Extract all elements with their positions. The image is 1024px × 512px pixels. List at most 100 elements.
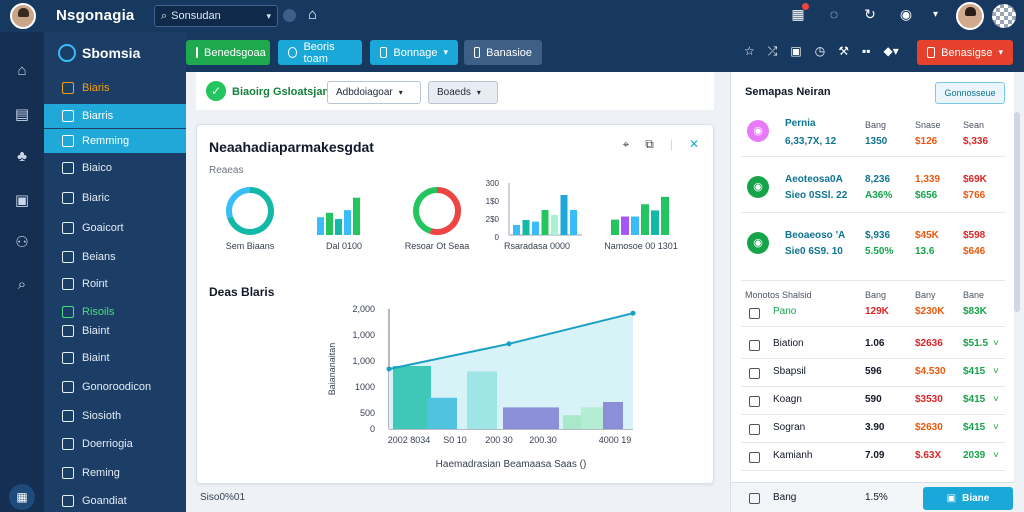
bar [317, 217, 324, 235]
home-icon[interactable]: ⌂ [308, 6, 318, 23]
table-row-name: Sbapsil [773, 366, 806, 377]
footer-checkbox[interactable] [749, 493, 760, 504]
sidebar-item[interactable]: Biaric [44, 186, 186, 210]
sidebar-item[interactable]: Biaris [44, 76, 186, 100]
nav-icon [62, 438, 74, 450]
search-icon: ⌕ [161, 9, 168, 22]
nav-icon [62, 325, 74, 337]
sidebar-item[interactable]: Risoils [44, 300, 186, 324]
sidebar-item[interactable]: Remming [44, 129, 186, 153]
bar [641, 204, 649, 235]
square-icon [380, 47, 388, 58]
sidebar-item-label: Beians [82, 251, 116, 263]
sidebar-item-label: Doerriogia [82, 438, 133, 450]
chevron-down-icon[interactable]: ▾ [932, 9, 938, 20]
sidebar-item[interactable]: Roint [44, 272, 186, 296]
chevron-down-icon: ▾ [476, 88, 481, 97]
row-sub: 6,33,7X, 12 [785, 136, 837, 147]
pie-slice [226, 187, 251, 219]
circle-icon [288, 47, 298, 58]
sidebar-item-label: Biaris [82, 82, 110, 94]
square-icon [927, 47, 936, 58]
bar [551, 215, 558, 235]
filter-select-1[interactable]: Adbdoiagoar ▾ [327, 81, 421, 104]
book-icon[interactable]: ▤ [14, 106, 30, 123]
scrollbar[interactable] [1014, 112, 1020, 312]
save-icon[interactable]: ▣ [790, 44, 802, 58]
sidebar-item[interactable]: Reming [44, 461, 186, 485]
chevron-down-icon[interactable]: ˅ [993, 450, 999, 461]
table-cell-c: $83K [963, 306, 987, 317]
sidebar-item-label: Remming [82, 135, 130, 147]
status-dot-icon[interactable] [283, 9, 296, 22]
row-checkbox[interactable] [749, 308, 760, 319]
copy-icon[interactable]: ⧉ [645, 137, 654, 151]
chevron-down-icon[interactable]: ˅ [993, 394, 999, 405]
sidebar-item[interactable]: Biaint [44, 319, 186, 343]
chat-icon[interactable]: ◌ [829, 6, 839, 22]
sidebar-item[interactable]: Biaint [44, 346, 186, 370]
sidebar-item[interactable]: Siosioth [44, 404, 186, 428]
sidebar-item[interactable]: Biarris [44, 104, 186, 128]
shuffle-icon[interactable]: ⤮ [767, 44, 778, 58]
sidebar-item[interactable]: Beians [44, 245, 186, 269]
toolbar-button-2-label: Beoris toam [303, 40, 335, 65]
sidebar-item[interactable]: Goandiat [44, 489, 186, 512]
row-checkbox[interactable] [749, 452, 760, 463]
row-checkbox[interactable] [749, 424, 760, 435]
home-icon[interactable]: ⌂ [17, 62, 27, 79]
star-icon[interactable]: ☆ [744, 44, 755, 58]
user-avatar[interactable] [956, 2, 984, 30]
pin-icon[interactable]: ⌖ [622, 137, 630, 151]
tree-icon[interactable]: ♣ [17, 148, 27, 165]
sidebar-item[interactable]: Biaico [44, 156, 186, 180]
network-icon[interactable]: ⚇ [15, 234, 29, 251]
search-dropdown[interactable]: ⌕ Sonsudan ▾ [154, 5, 278, 27]
square-icon [474, 47, 481, 58]
document-icon[interactable]: ▣ [14, 192, 30, 209]
close-icon[interactable]: ✕ [688, 137, 699, 151]
sidebar-item[interactable]: Gonoroodicon [44, 375, 186, 399]
search-icon[interactable]: ⌕ [17, 276, 27, 293]
row-checkbox[interactable] [749, 368, 760, 379]
chevron-down-icon[interactable]: ˅ [993, 338, 999, 349]
footer-button[interactable]: ▣ Biane [923, 487, 1013, 510]
y-tick-label: 1,000 [352, 330, 375, 340]
toolbar-button-1[interactable]: Benedsgoaa [186, 40, 270, 65]
table-cell-c: 2039 [963, 450, 986, 461]
tick-label: 1$0 [486, 197, 500, 206]
divider [741, 156, 1005, 157]
refresh-icon[interactable]: ↻ [864, 6, 876, 22]
calendar-icon[interactable]: ▦ [790, 3, 809, 23]
filter-select-2[interactable]: Boaeds ▾ [428, 81, 498, 104]
grid-icon[interactable]: ▪▪ [861, 44, 871, 58]
settings-icon[interactable]: ◉ [899, 6, 913, 22]
toolbar-primary-button[interactable]: Benasigse ▾ [917, 40, 1013, 65]
sidebar-item-label: Biaint [82, 352, 110, 364]
chevron-down-icon: ▾ [398, 88, 403, 97]
table-row-name: Kamianh [773, 450, 813, 461]
bar [532, 221, 539, 235]
grid-pattern-icon[interactable] [992, 4, 1016, 28]
row-checkbox[interactable] [749, 340, 760, 351]
chevron-down-icon[interactable]: ˅ [993, 366, 999, 377]
app-avatar[interactable] [10, 3, 36, 29]
right-panel-button[interactable]: Gonnosseue [935, 82, 1005, 104]
table-cell-b: $2630 [915, 422, 943, 433]
tools-icon[interactable]: ⚒ [838, 44, 849, 58]
flag-icon[interactable]: ◆▾ [883, 44, 899, 58]
divider [741, 358, 1005, 359]
data-point [386, 366, 392, 372]
toolbar-button-4[interactable]: Banasioe [464, 40, 542, 65]
toolbar-button-3[interactable]: Bonnage ▾ [370, 40, 458, 65]
clock-icon[interactable]: ◷ [814, 44, 826, 58]
toolbar-button-2[interactable]: Beoris toam [278, 40, 362, 65]
chevron-down-icon[interactable]: ˅ [993, 422, 999, 433]
apps-grid-icon[interactable]: ▦ [9, 484, 35, 510]
divider [741, 386, 1005, 387]
row-checkbox[interactable] [749, 396, 760, 407]
toolbar-button-1-label: Benedsgoaa [204, 46, 266, 59]
sidebar-item[interactable]: Goaicort [44, 216, 186, 240]
sidebar: Sbomsia Biaris Biarris Remming Biaico Biaric… [44, 32, 186, 512]
sidebar-item[interactable]: Doerriogia [44, 432, 186, 456]
